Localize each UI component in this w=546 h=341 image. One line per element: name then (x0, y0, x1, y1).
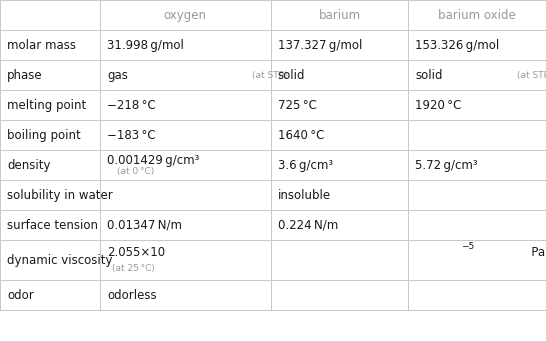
Text: (at STP): (at STP) (517, 71, 546, 79)
Text: solubility in water: solubility in water (7, 189, 113, 202)
Text: density: density (7, 159, 50, 172)
Text: 725 °C: 725 °C (278, 99, 317, 112)
Text: phase: phase (7, 69, 43, 81)
Text: (at STP): (at STP) (252, 71, 288, 79)
Text: 0.224 N/m: 0.224 N/m (278, 219, 338, 232)
Text: 5.72 g/cm³: 5.72 g/cm³ (416, 159, 478, 172)
Text: 1920 °C: 1920 °C (416, 99, 462, 112)
Text: melting point: melting point (7, 99, 86, 112)
Text: insoluble: insoluble (278, 189, 331, 202)
Text: solid: solid (278, 69, 305, 81)
Text: barium oxide: barium oxide (438, 9, 516, 21)
Text: −183 °C: −183 °C (107, 129, 156, 142)
Text: boiling point: boiling point (7, 129, 81, 142)
Text: surface tension: surface tension (7, 219, 98, 232)
Text: odorless: odorless (107, 289, 157, 302)
Text: dynamic viscosity: dynamic viscosity (7, 254, 112, 267)
Text: (at 25 °C): (at 25 °C) (112, 264, 155, 273)
Text: (at 0 °C): (at 0 °C) (117, 167, 154, 176)
Text: 137.327 g/mol: 137.327 g/mol (278, 39, 362, 51)
Text: 0.01347 N/m: 0.01347 N/m (107, 219, 182, 232)
Text: Pa s: Pa s (529, 246, 546, 258)
Text: barium: barium (318, 9, 361, 21)
Text: molar mass: molar mass (7, 39, 76, 51)
Text: 153.326 g/mol: 153.326 g/mol (416, 39, 500, 51)
Text: −5: −5 (460, 242, 474, 251)
Text: 2.055×10: 2.055×10 (107, 246, 165, 258)
Text: solid: solid (416, 69, 443, 81)
Text: −218 °C: −218 °C (107, 99, 156, 112)
Text: 3.6 g/cm³: 3.6 g/cm³ (278, 159, 333, 172)
Text: gas: gas (107, 69, 128, 81)
Text: 1640 °C: 1640 °C (278, 129, 324, 142)
Text: odor: odor (7, 289, 34, 302)
Text: oxygen: oxygen (164, 9, 207, 21)
Text: 31.998 g/mol: 31.998 g/mol (107, 39, 184, 51)
Text: 0.001429 g/cm³: 0.001429 g/cm³ (107, 154, 199, 167)
